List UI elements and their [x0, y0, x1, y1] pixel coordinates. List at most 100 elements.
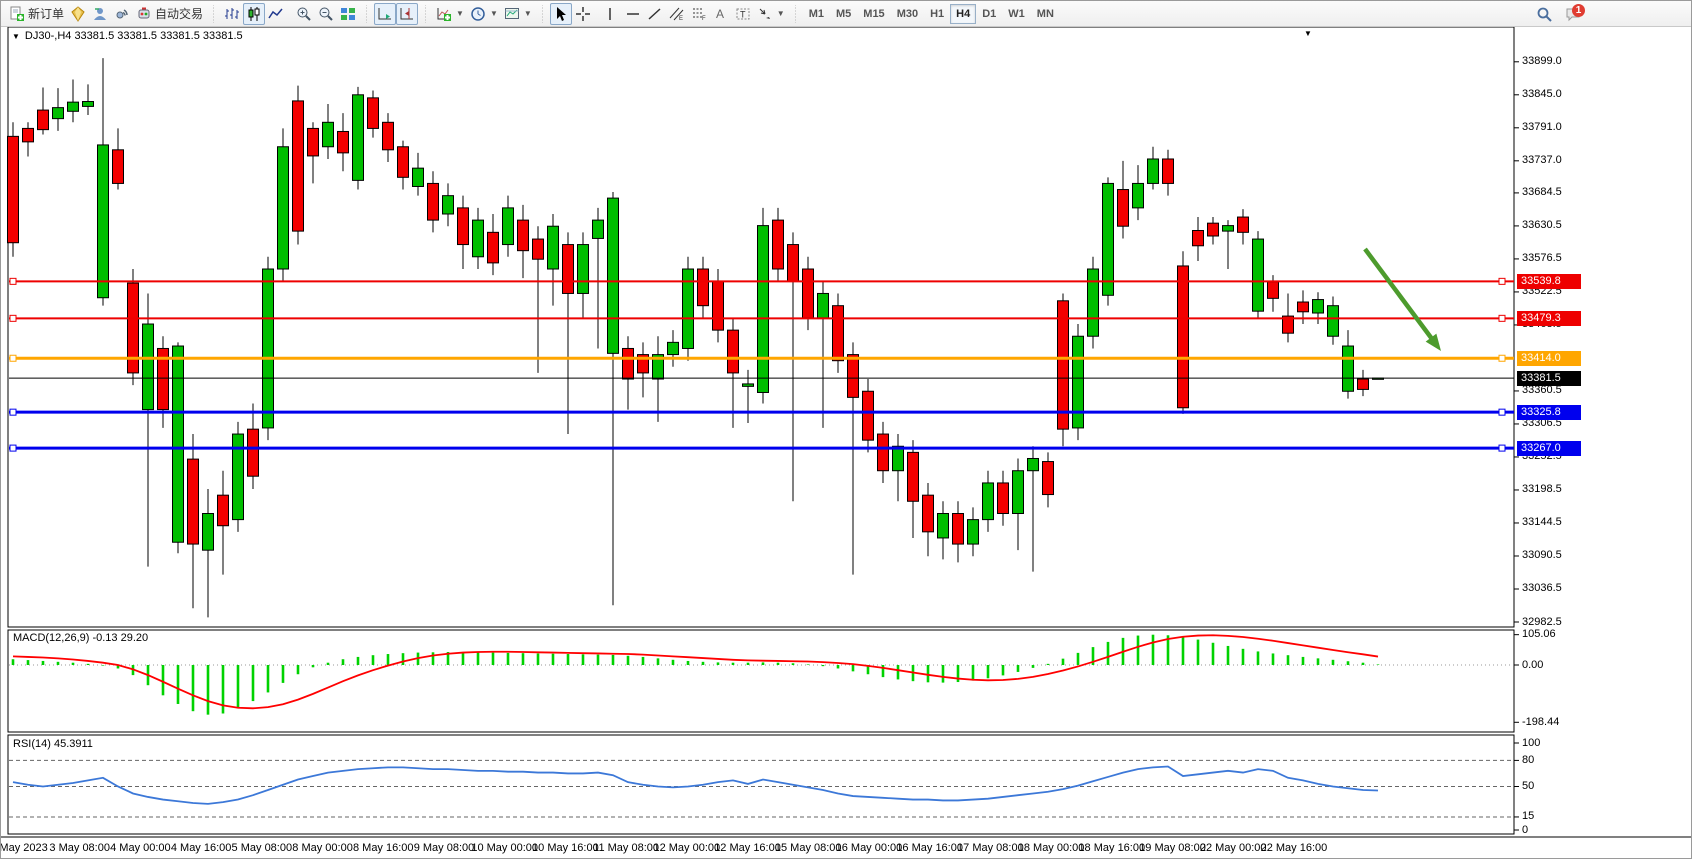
trendline-icon: [648, 7, 661, 20]
macd-axis-label: 105.06: [1522, 628, 1556, 641]
chart-window[interactable]: ▼ DJ30-,H4 33381.5 33381.5 33381.5 33381…: [0, 27, 1692, 859]
candle-body: [712, 280, 724, 331]
trend-arrow-head[interactable]: [1425, 333, 1441, 351]
candlestick-chart-button[interactable]: [243, 2, 266, 25]
timeframe-m15[interactable]: M15: [863, 7, 885, 20]
horizontal-line-button[interactable]: [622, 3, 644, 25]
svg-text:T: T: [740, 9, 746, 19]
candle-body: [982, 482, 994, 521]
chart-shift-button[interactable]: [396, 2, 419, 25]
vertical-line-button[interactable]: [600, 3, 622, 25]
chart-canvas[interactable]: [1, 27, 1692, 859]
candle-body: [952, 513, 964, 545]
timeframe-w1[interactable]: W1: [1008, 7, 1025, 20]
level-anchor-left[interactable]: [9, 354, 17, 362]
candle-body: [1027, 457, 1039, 472]
candle-body: [1357, 378, 1369, 390]
new-order-icon: [10, 6, 24, 21]
trend-arrow-line[interactable]: [1363, 247, 1437, 345]
candle-body: [1162, 158, 1174, 184]
candle-body: [1252, 238, 1264, 312]
price-axis-label: 33576.5: [1522, 252, 1562, 265]
fibonacci-button[interactable]: F: [688, 3, 710, 25]
timeframe-mn[interactable]: MN: [1036, 7, 1054, 20]
level-anchor-right[interactable]: [1498, 408, 1506, 416]
text-button[interactable]: A: [710, 3, 732, 25]
level-anchor-left[interactable]: [9, 408, 17, 416]
periods-button[interactable]: ▼: [467, 3, 501, 25]
bar-chart-button[interactable]: [221, 3, 243, 25]
symbol-collapse-icon[interactable]: ▼: [12, 31, 20, 41]
candle-body: [307, 127, 319, 157]
candle-body: [487, 231, 499, 264]
text-label-button[interactable]: T: [732, 3, 754, 25]
channel-button[interactable]: E: [666, 3, 688, 25]
candle-body: [472, 219, 484, 258]
level-anchor-right[interactable]: [1498, 314, 1506, 322]
search-button[interactable]: [1533, 3, 1556, 25]
crosshair-button[interactable]: [572, 3, 594, 25]
candle-body: [517, 219, 529, 252]
time-axis-label: 18 May 00:00: [1017, 842, 1085, 854]
zoom-out-button[interactable]: [315, 3, 337, 25]
candle-body: [937, 513, 949, 539]
price-level-badge: 33267.0: [1517, 440, 1581, 456]
zoom-in-button[interactable]: [293, 3, 315, 25]
chart-expand-icon[interactable]: ▼: [1304, 29, 1312, 38]
timeframe-m5[interactable]: M5: [836, 7, 852, 20]
level-anchor-right[interactable]: [1498, 354, 1506, 362]
candle-body: [457, 207, 469, 246]
candle-body: [52, 107, 64, 120]
data-window-button[interactable]: [89, 3, 111, 25]
candle-body: [1072, 335, 1084, 429]
candle-body: [292, 100, 304, 232]
chat-button[interactable]: 1: [1562, 3, 1586, 25]
auto-trading-button[interactable]: 自动交易: [133, 3, 206, 25]
cursor-button[interactable]: [549, 2, 572, 25]
candle-body: [1132, 182, 1144, 209]
toolbar-grip: [211, 4, 217, 23]
toolbar-grip: [792, 4, 798, 23]
tile-windows-button[interactable]: [337, 3, 359, 25]
market-watch-button[interactable]: [67, 3, 89, 25]
candle-body: [697, 268, 709, 307]
rsi-axis-label: 0: [1522, 823, 1529, 836]
level-anchor-right[interactable]: [1498, 444, 1506, 452]
candle-body: [1087, 268, 1099, 337]
timeframe-m1[interactable]: M1: [808, 7, 824, 20]
timeframe-m30[interactable]: M30: [896, 7, 919, 20]
candle-body: [847, 354, 859, 398]
level-anchor-left[interactable]: [9, 277, 17, 285]
line-chart-button[interactable]: [265, 3, 287, 25]
candle-body: [1012, 470, 1024, 515]
auto-scroll-button[interactable]: [374, 2, 397, 25]
level-anchor-left[interactable]: [9, 444, 17, 452]
candlestick-chart-icon: [248, 6, 260, 21]
time-axis-label: 5 May 08:00: [231, 842, 293, 854]
price-axis-label: 33036.5: [1522, 582, 1562, 595]
candle-body: [187, 458, 199, 545]
templates-button[interactable]: ▼: [501, 3, 535, 25]
level-anchor-left[interactable]: [9, 314, 17, 322]
price-level-badge: 33325.8: [1517, 404, 1581, 420]
strategy-tester-button[interactable]: [111, 3, 133, 25]
time-axis-label: 9 May 08:00: [413, 842, 475, 854]
add-indicator-icon: [437, 7, 452, 21]
new-order-button[interactable]: 新订单: [6, 3, 67, 25]
text-label-icon: T: [736, 8, 750, 19]
bar-chart-icon: [225, 7, 240, 19]
level-anchor-right[interactable]: [1498, 277, 1506, 285]
indicators-button[interactable]: ▼: [433, 3, 467, 25]
trendline-button[interactable]: [644, 3, 666, 25]
timeframe-h4[interactable]: H4: [950, 3, 977, 24]
time-axis-label: 2 May 2023: [0, 842, 48, 854]
candle-body: [157, 347, 169, 411]
time-axis-label: 15 May 08:00: [774, 842, 842, 854]
candle-body: [877, 433, 889, 472]
price-axis-label: 33737.0: [1522, 154, 1562, 167]
chevron-down-icon: ▼: [776, 9, 785, 18]
timeframe-h1[interactable]: H1: [930, 7, 945, 20]
timeframe-d1[interactable]: D1: [982, 7, 997, 20]
price-axis-label: 33306.5: [1522, 417, 1562, 430]
arrows-button[interactable]: ▼: [754, 3, 788, 25]
